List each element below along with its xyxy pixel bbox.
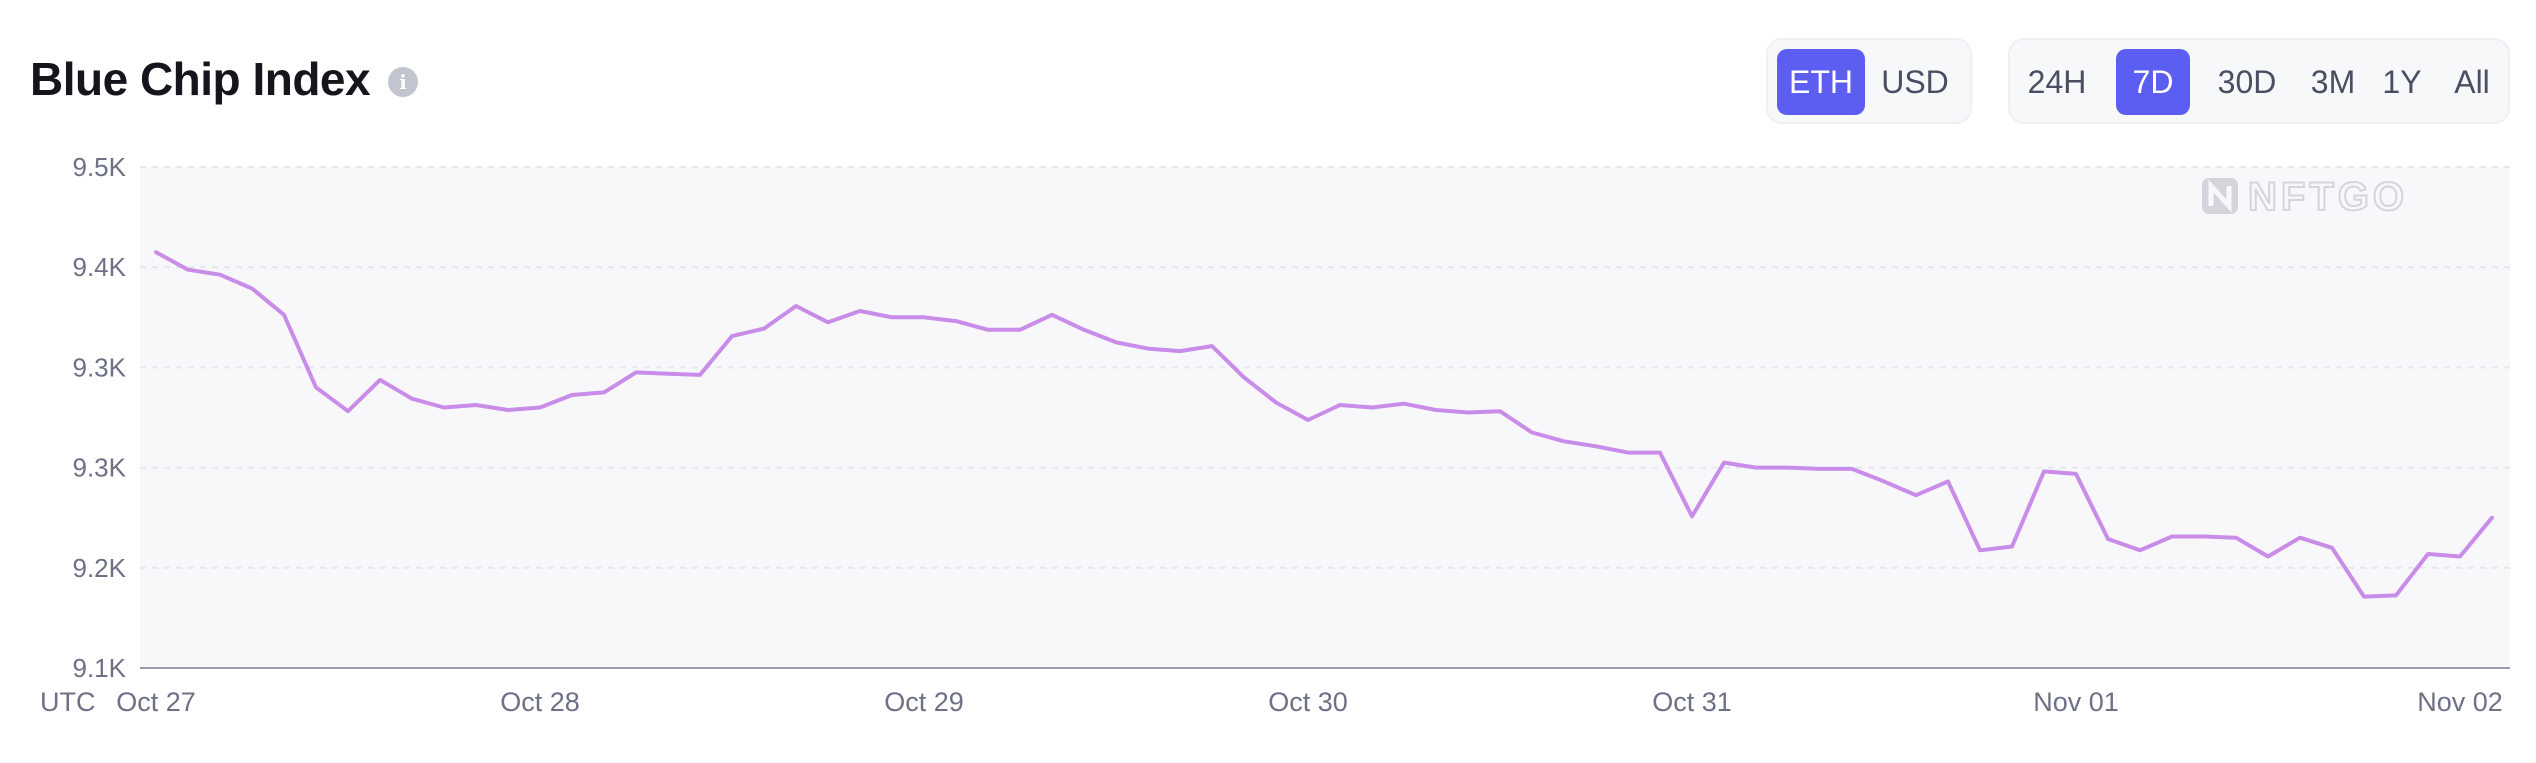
currency-usd-button[interactable]: USD: [1881, 64, 1949, 100]
nftgo-logo-mark: [2208, 179, 2232, 213]
range-3m-button[interactable]: 3M: [2310, 64, 2356, 100]
plot-background: [140, 167, 2510, 667]
x-tick-label: Oct 31: [1652, 687, 1732, 717]
y-tick-label: 9.2K: [73, 553, 127, 583]
watermark: NFTGO: [2202, 174, 2408, 220]
chart-header: Blue Chip Index i ETH USD 24H 7D 30D 3M …: [0, 0, 2536, 160]
timezone-label: UTC: [40, 687, 96, 717]
x-tick-label: Oct 27: [116, 687, 196, 717]
chart-area: 9.1K 9.2K 9.3K 9.3K 9.4K 9.5K Oct 27 Oct 28 Oct…: [0, 150, 2536, 758]
range-24h-button[interactable]: 24H: [2027, 64, 2087, 100]
line-chart: 9.1K9.2K9.3K9.3K9.4K9.5K Oct 27 Oct 28 Oct…: [40, 152, 2510, 717]
y-tick-label: 9.5K: [73, 152, 127, 182]
y-tick-label: 9.3K: [73, 352, 127, 382]
y-tick-label: 9.4K: [73, 252, 127, 282]
y-axis-ticks: 9.1K 9.2K 9.3K 9.3K 9.4K 9.5K: [73, 152, 127, 683]
range-1y-button[interactable]: 1Y: [2382, 64, 2422, 100]
series-line: [154, 250, 2494, 599]
range-all-button[interactable]: All: [2454, 64, 2490, 100]
currency-toggle: ETH USD: [1766, 38, 1972, 124]
y-tick-label: 9.3K: [73, 453, 127, 483]
y-tick-label: 9.1K: [73, 653, 127, 683]
time-range-toggle: 24H 7D 30D 3M 1Y All: [2008, 38, 2510, 124]
range-7d-button[interactable]: 7D: [2116, 49, 2190, 115]
x-tick-label: Oct 28: [500, 687, 580, 717]
currency-eth-button[interactable]: ETH: [1777, 49, 1865, 115]
x-tick-label: Oct 29: [884, 687, 964, 717]
x-axis-ticks: Oct 27 Oct 28 Oct 29 Oct 30 Oct 31 Nov 01 Nov …: [116, 687, 2503, 717]
x-tick-label: Nov 02: [2417, 687, 2503, 717]
range-30d-button[interactable]: 30D: [2217, 64, 2277, 100]
x-tick-label: Oct 30: [1268, 687, 1348, 717]
info-icon[interactable]: i: [388, 67, 418, 97]
watermark-text: NFTGO: [2248, 175, 2408, 219]
page-title: Blue Chip Index: [30, 53, 371, 105]
x-tick-label: Nov 01: [2033, 687, 2119, 717]
